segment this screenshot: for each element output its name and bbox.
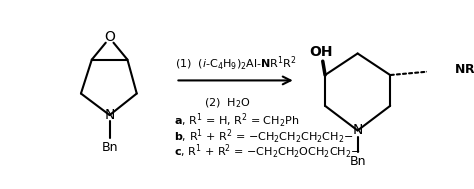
Text: $\mathbf{a}$, R$^1$ = H, R$^2$ = CH$_2$Ph: $\mathbf{a}$, R$^1$ = H, R$^2$ = CH$_2$P… xyxy=(174,112,299,130)
Text: N: N xyxy=(353,123,363,137)
Text: $\mathbf{b}$, R$^1$ + R$^2$ = $-$CH$_2$CH$_2$CH$_2$CH$_2$$-$: $\mathbf{b}$, R$^1$ + R$^2$ = $-$CH$_2$C… xyxy=(174,127,354,146)
Text: (2)  H$_2$O: (2) H$_2$O xyxy=(204,97,251,110)
Text: $\mathbf{c}$, R$^1$ + R$^2$ = $-$CH$_2$CH$_2$OCH$_2$CH$_2$$-$: $\mathbf{c}$, R$^1$ + R$^2$ = $-$CH$_2$C… xyxy=(174,143,361,161)
Text: N: N xyxy=(104,108,115,122)
Text: Bn: Bn xyxy=(349,155,366,168)
Text: NR$^1$R$^2$: NR$^1$R$^2$ xyxy=(455,61,474,77)
Text: O: O xyxy=(104,29,115,43)
Text: (1)  ($i$-C$_4$H$_9$)$_2$Al-$\mathbf{N}$R$^1$R$^2$: (1) ($i$-C$_4$H$_9$)$_2$Al-$\mathbf{N}$R… xyxy=(174,54,297,73)
Text: Bn: Bn xyxy=(101,141,118,154)
Text: OH: OH xyxy=(310,45,333,59)
